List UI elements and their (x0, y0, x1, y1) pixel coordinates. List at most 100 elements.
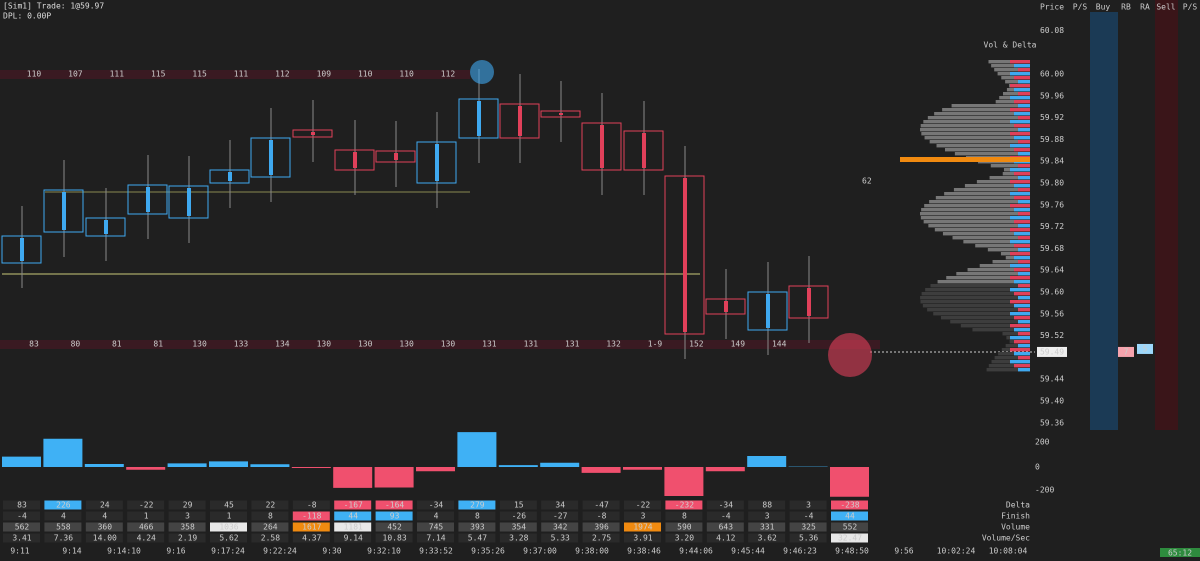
profile-delta (1018, 164, 1030, 167)
profile-delta (1014, 364, 1030, 367)
profile-delta (1010, 240, 1030, 243)
finish-value: -26 (512, 512, 527, 521)
profile-delta (1014, 148, 1030, 151)
candle-body (642, 133, 646, 168)
profile-bar (921, 124, 1030, 127)
time-label: 9:32:10 (367, 547, 401, 556)
ladder-header: P/S (1073, 3, 1088, 12)
top-count: 109 (317, 70, 332, 79)
volume_sec-value: 5.33 (551, 534, 570, 543)
profile-delta (1014, 112, 1030, 115)
sell-column (1155, 0, 1178, 430)
finish-value: 8 (268, 512, 273, 521)
profile-delta (1014, 172, 1030, 175)
volume_sec-value: 14.00 (93, 534, 117, 543)
price-label: 59.68 (1040, 244, 1064, 253)
finish-value: 4 (434, 512, 439, 521)
top-count: 110 (358, 70, 373, 79)
profile-delta (1018, 320, 1030, 323)
profile-delta (1018, 308, 1030, 311)
profile-delta (1018, 260, 1030, 263)
candle-body (683, 178, 687, 332)
profile-delta (1010, 168, 1030, 171)
finish-value: 4 (61, 512, 66, 521)
volume_sec-value: 2.58 (261, 534, 280, 543)
finish-value: 1 (227, 512, 232, 521)
volume_sec-value: 3.20 (675, 534, 694, 543)
volume-value: 354 (512, 523, 527, 532)
price-label: 59.40 (1040, 397, 1064, 406)
volume_sec-value: 10.83 (383, 534, 407, 543)
time-label: 9:46:23 (783, 547, 817, 556)
delta-value: 22 (266, 501, 276, 510)
candle-body (518, 106, 522, 136)
volume-value: 466 (139, 523, 154, 532)
price-label: 60.00 (1040, 70, 1064, 79)
profile-delta (1010, 84, 1030, 87)
bottom-count: 131 (565, 340, 580, 349)
delta-value: -164 (385, 501, 404, 510)
profile-label: Vol & Delta (984, 41, 1037, 50)
volume_sec-value: 4.37 (302, 534, 321, 543)
bottom-count: 130 (358, 340, 373, 349)
candle-body (311, 132, 315, 135)
profile-delta (1014, 340, 1030, 343)
time-label: 9:45:44 (731, 547, 765, 556)
price-label: 59.56 (1040, 309, 1064, 318)
delta-bar (43, 439, 82, 467)
profile-delta (1014, 268, 1030, 271)
bottom-count: 149 (731, 340, 746, 349)
candle-body (269, 140, 273, 175)
profile-delta (1018, 344, 1030, 347)
profile-delta (1018, 332, 1030, 335)
profile-delta (1010, 336, 1030, 339)
delta-bar (2, 457, 41, 467)
delta-value: 88 (762, 501, 772, 510)
row-label: Volume (1001, 523, 1030, 532)
profile-delta (1018, 272, 1030, 275)
volume_sec-value: 4.24 (137, 534, 156, 543)
top-count: 111 (110, 70, 125, 79)
top-count: 112 (275, 70, 290, 79)
candle-body (724, 301, 728, 312)
top-count: 112 (441, 70, 456, 79)
candle-body (20, 238, 24, 261)
volume-value: 1617 (302, 523, 321, 532)
top-count: 107 (68, 70, 83, 79)
delta-bar (375, 467, 414, 488)
volume_sec-value: 2.75 (592, 534, 611, 543)
histogram-tick: 200 (1035, 438, 1050, 447)
price-label: 59.76 (1040, 200, 1064, 209)
delta-value: -8 (307, 501, 317, 510)
volume_sec-value: 9.14 (344, 534, 363, 543)
price-label: 60.08 (1040, 26, 1064, 35)
volume-value: 558 (56, 523, 71, 532)
profile-delta (1018, 212, 1030, 215)
time-label: 9:33:52 (419, 547, 453, 556)
candle-body (807, 288, 811, 316)
profile-delta (1010, 132, 1030, 135)
ladder-header: P/S (1183, 3, 1198, 12)
volume_sec-value: 3.62 (758, 534, 777, 543)
bottom-count: 80 (71, 340, 81, 349)
profile-delta (1018, 296, 1030, 299)
delta-value: 279 (470, 501, 485, 510)
time-label: 9:30 (322, 547, 341, 556)
profile-delta (1010, 72, 1030, 75)
candle-body (766, 294, 770, 328)
delta-bar (830, 467, 869, 497)
profile-delta (1010, 120, 1030, 123)
profile-delta (1014, 136, 1030, 139)
top-count: 110 (27, 70, 42, 79)
finish-value: -4 (17, 512, 27, 521)
time-label: 9:16 (166, 547, 185, 556)
profile-delta (1014, 244, 1030, 247)
current-price: 59.49 (1040, 347, 1064, 356)
profile-delta (1010, 264, 1030, 267)
price-label: 59.36 (1040, 418, 1064, 427)
rb-value: 7 (1124, 347, 1129, 356)
profile-delta (1018, 128, 1030, 131)
profile-delta (1014, 64, 1030, 67)
profile-delta (1014, 256, 1030, 259)
candle-body (187, 188, 191, 216)
